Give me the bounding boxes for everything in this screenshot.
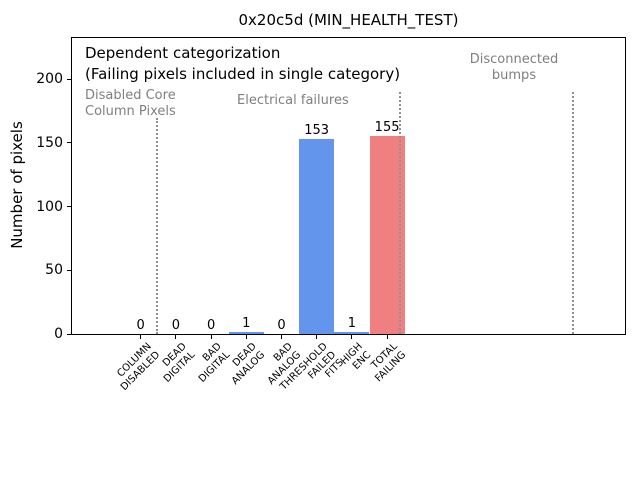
bar-value-label: 155: [374, 120, 400, 135]
x-axis-tick: [140, 335, 142, 339]
region-label-electrical-failures: Electrical failures: [237, 93, 349, 108]
y-axis-tick-label: 200: [36, 71, 63, 87]
x-axis-tick: [316, 335, 318, 339]
x-axis-tick: [351, 335, 353, 339]
y-axis-tick-label: 100: [36, 198, 63, 215]
bar: [299, 139, 335, 334]
region-separator-line: [156, 118, 158, 334]
x-axis-tick: [386, 335, 388, 339]
x-axis-tick: [210, 335, 212, 339]
annotation-failing-pixels-note: (Failing pixels included in single categ…: [85, 65, 401, 83]
bar-value-label: 0: [136, 318, 145, 333]
bar-value-label: 0: [206, 318, 216, 333]
bar-value-label: 0: [171, 318, 181, 333]
y-axis-tick: [67, 78, 71, 80]
y-axis-tick-label: 50: [45, 262, 63, 279]
y-axis-tick: [67, 269, 71, 271]
x-axis-tick: [175, 335, 177, 339]
x-axis-tick: [281, 335, 282, 339]
annotation-dependent-categorization: Dependent categorization: [85, 44, 281, 62]
region-label-disabled-core-column-pixels: Disabled Core Column Pixels: [85, 88, 176, 119]
y-axis-tick-label: 150: [36, 134, 63, 151]
y-axis-tick: [67, 333, 71, 335]
region-separator-line: [399, 92, 401, 334]
bar-value-label: 153: [304, 123, 330, 138]
y-axis-tick: [67, 206, 71, 207]
region-label-disconnected-bumps: Disconnected bumps: [469, 52, 559, 83]
chart-title: 0x20c5d (MIN_HEALTH_TEST): [238, 11, 459, 29]
y-axis-tick: [67, 142, 71, 144]
y-axis-tick-label: 0: [54, 326, 63, 342]
x-axis-tick: [245, 335, 247, 339]
plot-area: [71, 37, 626, 335]
bar: [228, 332, 264, 334]
bar-value-label: 0: [277, 318, 286, 333]
bar-value-label: 1: [242, 316, 251, 331]
bar: [369, 136, 405, 334]
bar: [334, 332, 370, 334]
bar-value-label: 1: [347, 316, 357, 331]
region-separator-line: [572, 92, 574, 334]
y-axis-label: Number of pixels: [8, 121, 26, 249]
